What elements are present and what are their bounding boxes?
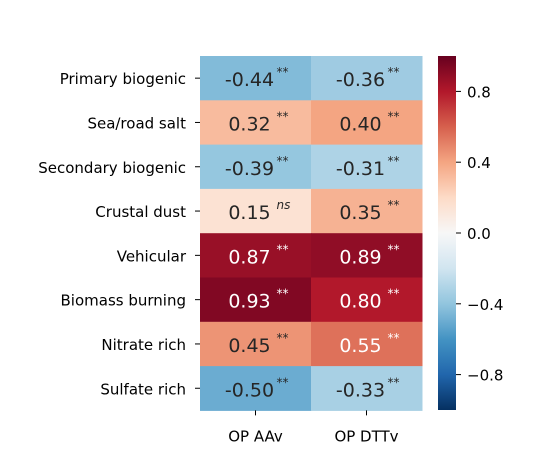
heatmap-cell [311,56,423,101]
heatmap-cell [200,277,312,323]
significance-marker: ns [277,198,291,212]
cell-value-label: 0.40 [339,113,381,135]
y-tick-label: Secondary biogenic [38,159,186,177]
y-tick-label: Sulfate rich [100,380,186,398]
significance-marker: ** [388,154,400,168]
significance-marker: ** [277,109,289,123]
significance-marker: ** [277,242,289,256]
colorbar-tick-label: −0.8 [467,367,503,385]
significance-marker: ** [277,287,289,301]
x-tick-label: OP DTTv [334,427,398,445]
significance-marker: ** [388,242,400,256]
cell-value-label: 0.89 [339,246,381,268]
cell-value-label: -0.44 [225,69,274,91]
heatmap-cell [311,366,423,411]
significance-marker: ** [388,109,400,123]
cell-value-label: -0.33 [336,379,385,401]
cell-value-label: -0.31 [336,158,385,180]
cell-value-label: 0.45 [228,335,270,357]
cell-value-label: 0.32 [228,113,270,135]
heatmap-cell [200,144,312,190]
heatmap-cell [311,188,423,234]
cell-value-label: 0.55 [339,335,381,357]
cell-value-label: 0.15 [228,202,270,224]
heatmap-cell [311,144,423,190]
cell-value-label: 0.35 [339,202,381,224]
significance-marker: ** [277,331,289,345]
cell-value-label: -0.36 [336,69,385,91]
cell-value-label: 0.93 [228,291,270,313]
cell-value-label: 0.80 [339,291,381,313]
heatmap-cell [200,366,312,411]
heatmap-cell [200,233,312,278]
heatmap-cell [200,321,312,367]
y-tick-label: Nitrate rich [101,336,186,354]
heatmap-cell [311,321,423,367]
heatmap-cell [311,100,423,146]
significance-marker: ** [277,154,289,168]
colorbar [438,56,456,410]
heatmap-cell [200,188,312,234]
colorbar-tick-label: 0.0 [467,225,491,243]
significance-marker: ** [388,287,400,301]
significance-marker: ** [388,65,400,79]
cell-value-label: -0.39 [225,158,274,180]
colorbar-tick-label: −0.4 [467,296,503,314]
significance-marker: ** [388,198,400,212]
colorbar-tick-label: 0.4 [467,154,491,172]
significance-marker: ** [277,65,289,79]
heatmap-cell [311,233,423,278]
y-tick-label: Crustal dust [95,203,186,221]
y-tick-label: Biomass burning [61,292,186,310]
significance-marker: ** [388,331,400,345]
y-tick-label: Vehicular [117,247,187,265]
significance-marker: ** [388,375,400,389]
heatmap-cell [311,277,423,323]
colorbar-tick-label: 0.8 [467,83,491,101]
heatmap-cell [200,56,312,101]
significance-marker: ** [277,375,289,389]
y-tick-label: Primary biogenic [60,70,186,88]
heatmap-cell [200,100,312,146]
cell-value-label: -0.50 [225,379,274,401]
y-tick-label: Sea/road salt [87,114,186,132]
cell-value-label: 0.87 [228,246,270,268]
x-tick-label: OP AAv [228,427,283,445]
